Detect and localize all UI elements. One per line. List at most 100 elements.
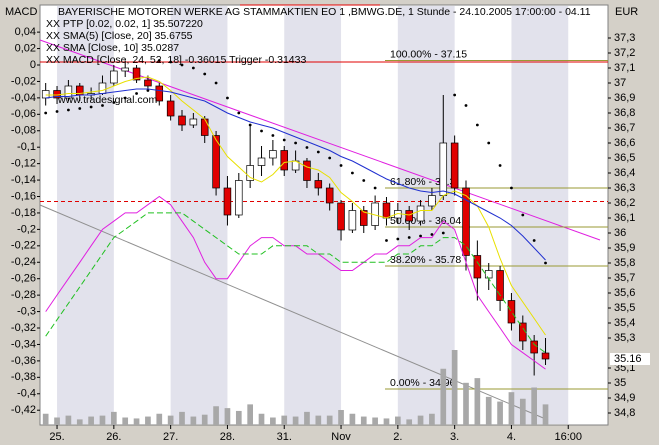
legend-entry: XX SMA [Close, 10] 35.0287 <box>46 42 179 54</box>
ptp-dot <box>487 141 491 145</box>
fib-label: 0.00% - 34.96 <box>390 377 456 389</box>
ptp-dot <box>180 63 184 67</box>
ptp-dot <box>203 72 207 76</box>
volume-bar <box>349 413 356 425</box>
candle-body <box>121 67 129 72</box>
ptp-dot <box>464 104 468 107</box>
y-tick-label: -0,32 <box>11 322 36 334</box>
candle-body <box>155 85 164 102</box>
watermark: www.tradesignal.com <box>57 94 157 106</box>
y-tick-label: -0,28 <box>11 289 36 301</box>
volume-bar <box>304 411 310 425</box>
x-tick-label: 2. <box>393 431 402 443</box>
y2-tick-label: 36,1 <box>614 212 635 224</box>
y2-tick-label: 34,9 <box>614 392 635 404</box>
day-band <box>170 6 228 424</box>
y2-tick-label: 35,8 <box>614 257 635 269</box>
ptp-dot <box>101 104 104 107</box>
volume-bar <box>145 416 151 425</box>
y-tick-label: -0,36 <box>11 355 36 367</box>
day-band <box>284 6 342 424</box>
y2-tick-label: 36,8 <box>614 107 635 119</box>
ptp-dot <box>248 123 252 127</box>
volume-bar <box>235 410 242 425</box>
y-tick-label: -0,1 <box>17 141 36 153</box>
volume-bar <box>247 404 253 425</box>
candle-body <box>416 205 425 222</box>
volume-bar <box>429 413 435 425</box>
x-tick-label: 4. <box>507 431 516 443</box>
candle-body <box>496 270 504 301</box>
candle-body <box>189 118 198 126</box>
y2-tick-label: 37 <box>614 77 626 89</box>
ptp-dot <box>328 156 332 160</box>
y2-tick-label: 36 <box>614 227 626 239</box>
volume-bar <box>372 417 378 425</box>
candle-body <box>303 160 311 181</box>
candle-body <box>348 210 357 231</box>
candle-body <box>428 195 436 207</box>
x-tick-label: 27. <box>163 431 178 443</box>
ptp-dot <box>521 213 525 217</box>
y2-tick-label: 36,3 <box>614 182 635 194</box>
y-tick-label: -0,34 <box>11 338 36 350</box>
ptp-dot <box>510 186 513 190</box>
candle-body <box>360 210 368 226</box>
last-price-label: 35.16 <box>614 353 642 365</box>
y2-tick-label: 37,1 <box>614 62 635 74</box>
y-tick-label: -0,06 <box>11 108 36 120</box>
volume-bar <box>224 408 231 425</box>
ptp-dot <box>305 146 309 149</box>
volume-bar <box>315 415 322 425</box>
volume-bar <box>99 415 106 425</box>
y-tick-label: -0,4 <box>17 388 36 400</box>
ptp-dot <box>226 96 229 100</box>
ptp-dot <box>351 171 354 175</box>
candle-body <box>98 82 107 94</box>
x-tick-label: Nov <box>331 431 351 443</box>
chart-title: BAYERISCHE MOTOREN WERKE AG STAMMAKTIEN … <box>58 6 591 18</box>
ptp-dot <box>191 66 195 70</box>
ptp-dot <box>475 123 479 127</box>
y-tick-label: -0,18 <box>11 207 36 219</box>
candle-body <box>519 322 527 342</box>
ptp-dot <box>532 239 536 242</box>
ptp-dot <box>498 164 502 167</box>
y2-tick-label: 37,2 <box>614 47 635 59</box>
x-tick-label: 3. <box>450 431 459 443</box>
y-tick-label: -0,22 <box>11 240 36 252</box>
day-band <box>511 6 569 424</box>
ptp-dot <box>78 107 82 110</box>
candle-body <box>110 70 118 84</box>
y-tick-label: -0,16 <box>11 190 36 202</box>
legend-entry: XX SMA(5) [Close, 20] 35.6755 <box>46 30 193 42</box>
volume-bar <box>167 415 174 425</box>
volume-bar <box>213 406 219 425</box>
candle-body <box>439 142 448 196</box>
right-axis-label: EUR <box>615 6 638 18</box>
last-price-box <box>610 353 650 365</box>
volume-bar <box>270 417 276 425</box>
volume-bar <box>76 419 83 425</box>
volume-bar <box>156 413 163 425</box>
volume-bar <box>508 392 515 425</box>
ptp-dot <box>396 237 400 241</box>
volume-bar <box>451 350 458 425</box>
candle-body <box>212 135 220 189</box>
candle-body <box>541 352 550 360</box>
volume-bar <box>133 418 140 425</box>
x-tick-label: 31. <box>277 431 292 443</box>
ptp-dot <box>214 81 218 85</box>
ptp-dot <box>362 179 366 182</box>
candle-body <box>405 210 413 222</box>
ptp-dot <box>157 59 161 62</box>
volume-bar <box>258 413 265 425</box>
y-tick-label: 0 <box>30 59 36 71</box>
candle-body <box>200 118 209 136</box>
volume-bar <box>326 415 333 425</box>
y-tick-label: -0,2 <box>17 223 36 235</box>
ptp-dot <box>55 110 59 113</box>
ptp-dot <box>135 92 138 95</box>
